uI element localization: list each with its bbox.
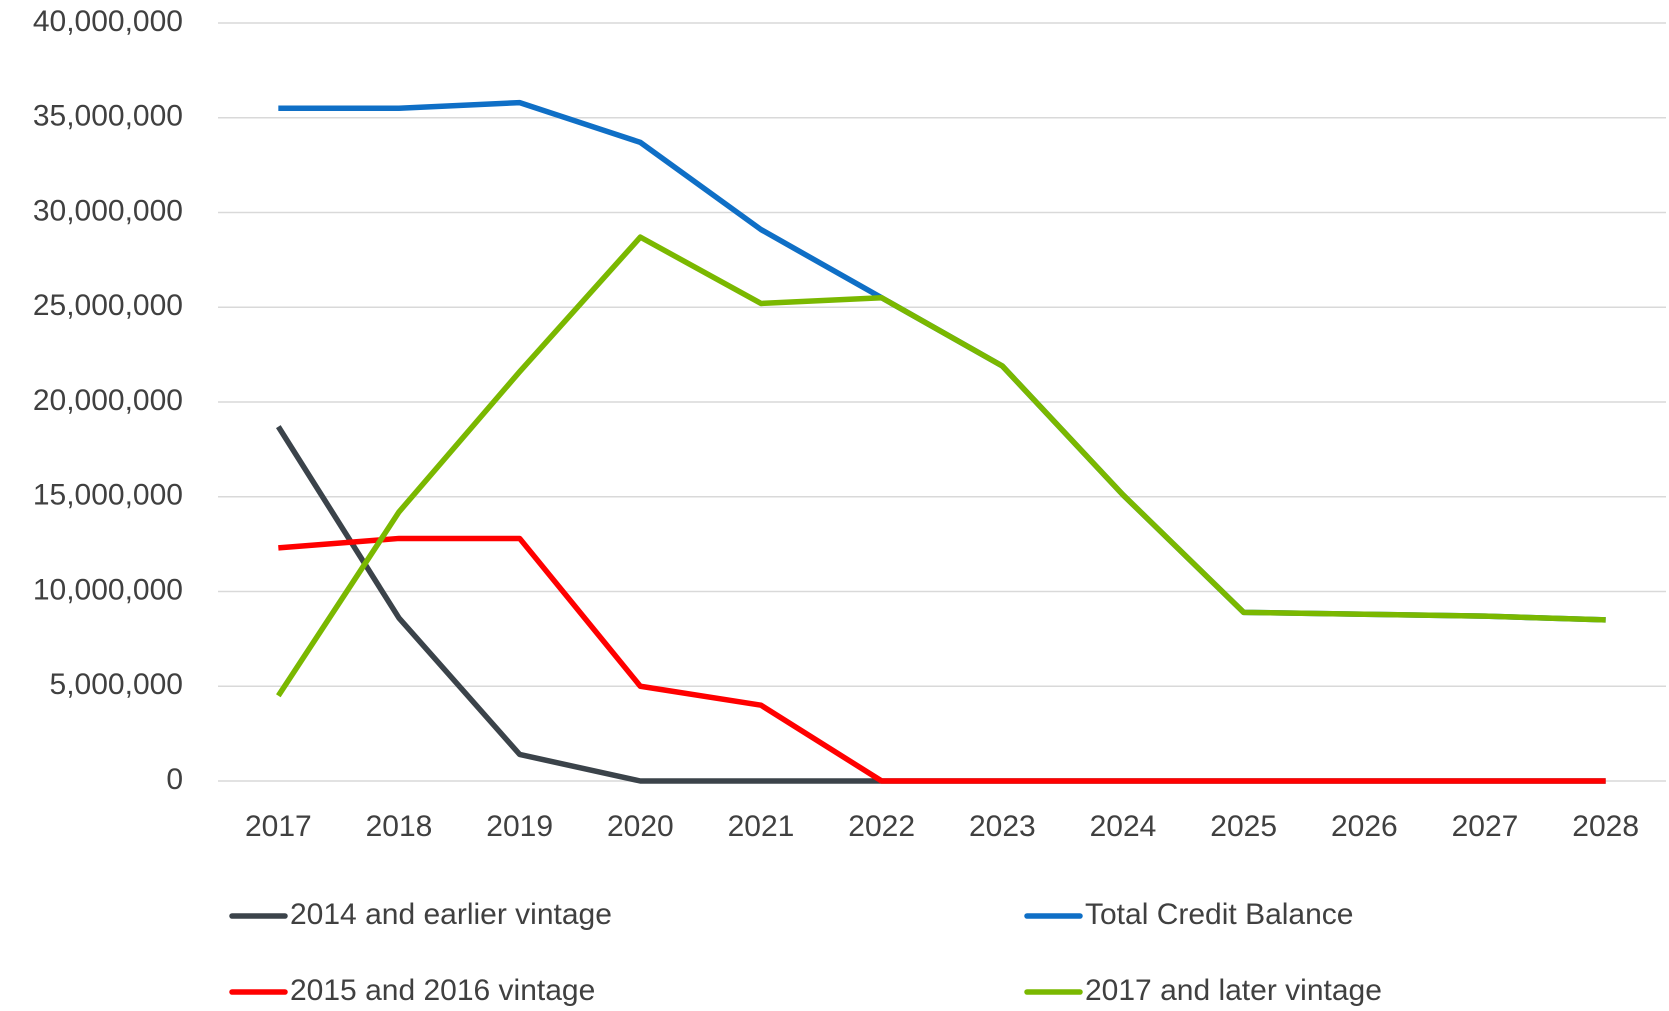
x-tick-label: 2022: [848, 810, 915, 843]
y-tick-label: 30,000,000: [33, 194, 183, 227]
legend-label: 2017 and later vintage: [1085, 974, 1382, 1007]
series-line: [278, 535, 1606, 784]
y-tick-label: 15,000,000: [33, 479, 183, 512]
y-tick-label: 20,000,000: [33, 384, 183, 417]
x-tick-label: 2028: [1572, 810, 1639, 843]
x-tick-label: 2025: [1210, 810, 1277, 843]
legend-label: 2014 and earlier vintage: [290, 898, 612, 931]
series-line: [278, 99, 1606, 623]
y-tick-label: 0: [166, 763, 183, 796]
x-tick-label: 2024: [1090, 810, 1157, 843]
y-tick-label: 40,000,000: [33, 5, 183, 38]
legend-label: 2015 and 2016 vintage: [290, 974, 595, 1007]
x-tick-label: 2020: [607, 810, 674, 843]
series-line: [276, 234, 1606, 698]
y-tick-label: 5,000,000: [50, 668, 183, 701]
x-tick-label: 2023: [969, 810, 1036, 843]
x-tick-label: 2027: [1452, 810, 1519, 843]
x-tick-label: 2018: [366, 810, 433, 843]
x-tick-label: 2017: [245, 810, 312, 843]
x-tick-label: 2021: [728, 810, 795, 843]
x-tick-label: 2026: [1331, 810, 1398, 843]
series-line: [276, 425, 1606, 784]
y-tick-label: 25,000,000: [33, 289, 183, 322]
y-tick-label: 10,000,000: [33, 573, 183, 606]
legend-label: Total Credit Balance: [1085, 898, 1353, 931]
x-tick-label: 2019: [486, 810, 553, 843]
y-tick-label: 35,000,000: [33, 100, 183, 133]
